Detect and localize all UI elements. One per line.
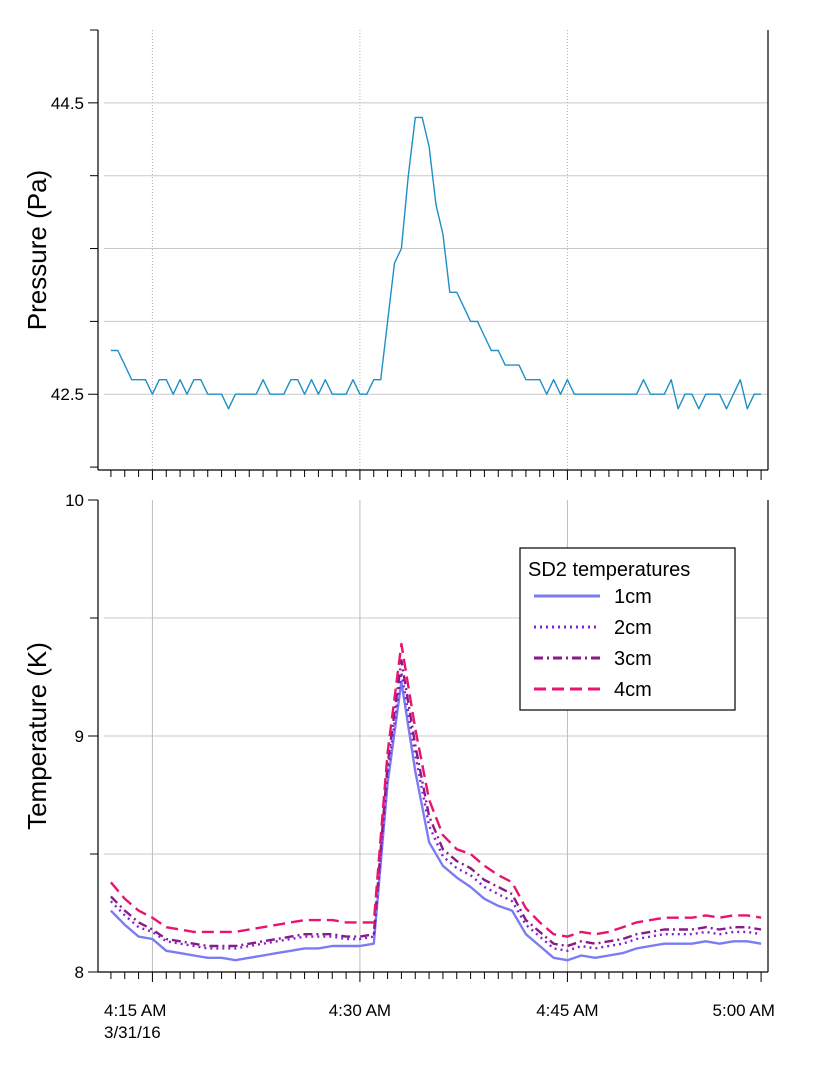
y-axis-title: Pressure (Pa) <box>22 170 52 330</box>
series-line-4cm <box>109 642 762 938</box>
y-tick-label: 8 <box>75 963 84 982</box>
y-tick-label: 42.5 <box>51 385 84 404</box>
y-tick-label: 10 <box>65 491 84 510</box>
y-axis-title: Temperature (K) <box>22 642 52 830</box>
legend-label: 2cm <box>614 617 652 639</box>
y-tick-label: 9 <box>75 727 84 746</box>
legend-label: 3cm <box>614 648 652 670</box>
legend-label: 1cm <box>614 586 652 608</box>
x-tick-label: 4:15 AM <box>104 1001 166 1020</box>
x-date-label: 3/31/16 <box>104 1023 161 1042</box>
legend: SD2 temperatures 1cm 2cm 3cm 4cm <box>519 547 736 711</box>
series-line-2cm <box>110 671 762 952</box>
series-line-pressure <box>110 116 762 410</box>
legend-box <box>519 547 736 711</box>
x-tick-label: 4:30 AM <box>329 1001 391 1020</box>
x-tick-label: 5:00 AM <box>713 1001 775 1020</box>
pressure-panel: 42.5 44.5 Pressure (Pa) <box>22 29 769 480</box>
series-line-1cm <box>110 680 762 962</box>
legend-label: 4cm <box>614 679 652 701</box>
x-tick-label: 4:45 AM <box>536 1001 598 1020</box>
y-tick-label: 44.5 <box>51 94 84 113</box>
legend-title: SD2 temperatures <box>528 559 690 581</box>
temperature-panel: 8 9 10 Temperature (K) 4:15 AM 4:30 AM 4:45 AM… <box>22 491 775 1020</box>
